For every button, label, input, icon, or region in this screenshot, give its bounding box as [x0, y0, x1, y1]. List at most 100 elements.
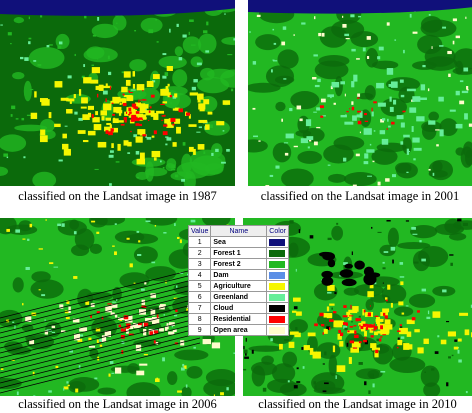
land-patch	[347, 330, 350, 333]
land-patch	[221, 161, 226, 164]
land-patch	[424, 46, 456, 67]
cell: 3	[187, 258, 212, 270]
land-patch	[138, 123, 143, 127]
land-patch	[11, 359, 15, 361]
land-patch	[386, 128, 388, 130]
land-patch	[112, 301, 117, 303]
land-patch	[132, 71, 136, 77]
land-patch	[188, 146, 194, 152]
land-patch	[324, 382, 329, 385]
land-patch	[370, 294, 391, 303]
land-patch	[196, 131, 201, 133]
land-patch	[102, 85, 112, 89]
land-patch	[364, 112, 367, 116]
cell	[266, 258, 289, 270]
land-patch	[382, 282, 384, 284]
land-patch	[146, 80, 154, 88]
land-patch	[97, 58, 99, 60]
land-patch	[128, 325, 131, 329]
land-patch	[137, 129, 146, 135]
land-patch	[376, 338, 380, 342]
land-patch	[439, 129, 444, 137]
land-patch	[457, 349, 460, 354]
land-patch	[125, 323, 131, 326]
land-patch	[142, 134, 147, 137]
land-patch	[377, 56, 381, 60]
land-patch	[128, 90, 130, 93]
land-patch	[6, 346, 32, 355]
land-patch	[145, 266, 176, 282]
land-patch	[121, 86, 128, 93]
land-patch	[416, 116, 425, 122]
land-patch	[87, 130, 96, 136]
land-patch	[351, 106, 355, 111]
land-patch	[181, 178, 185, 182]
land-patch	[119, 272, 150, 289]
land-patch	[25, 316, 32, 322]
land-patch	[53, 266, 59, 268]
land-patch	[342, 315, 348, 318]
land-patch	[296, 381, 301, 383]
land-patch	[290, 91, 320, 110]
legend-row: 1 Sea	[187, 236, 289, 248]
land-patch	[380, 325, 384, 330]
land-patch	[289, 319, 308, 334]
land-patch	[462, 222, 468, 226]
land-patch	[135, 151, 140, 155]
land-patch	[136, 158, 146, 165]
land-patch	[0, 166, 9, 176]
land-patch	[364, 337, 367, 339]
land-patch	[324, 351, 327, 356]
land-patch	[447, 331, 456, 337]
land-patch	[0, 267, 201, 319]
land-patch	[12, 72, 25, 80]
land-patch	[197, 98, 201, 103]
land-patch	[417, 347, 424, 354]
land-patch	[149, 331, 154, 336]
land-patch	[281, 118, 283, 122]
land-patch	[353, 74, 358, 82]
land-patch	[0, 24, 3, 26]
land-patch	[78, 365, 81, 369]
land-patch	[449, 254, 454, 256]
land-patch	[89, 348, 99, 359]
land-patch	[354, 260, 365, 270]
land-patch	[69, 101, 72, 104]
land-patch	[336, 222, 339, 225]
land-patch	[351, 101, 354, 105]
land-patch	[30, 112, 38, 119]
land-patch	[26, 114, 31, 116]
land-patch	[314, 16, 316, 20]
land-patch	[363, 161, 369, 165]
land-patch	[213, 394, 215, 396]
land-patch	[355, 368, 383, 380]
land-patch	[139, 363, 148, 366]
land-patch	[349, 325, 353, 328]
land-patch	[220, 69, 235, 88]
land-patch	[362, 323, 367, 327]
land-patch	[96, 231, 100, 234]
land-patch	[128, 333, 134, 336]
land-patch	[0, 309, 23, 328]
land-patch	[350, 347, 360, 353]
land-patch	[198, 119, 208, 123]
land-patch	[413, 158, 416, 161]
land-patch	[399, 79, 404, 83]
land-patch	[327, 284, 335, 291]
land-patch	[74, 53, 76, 57]
color-swatch	[269, 326, 286, 334]
land-patch	[109, 124, 112, 129]
land-patch	[0, 332, 201, 384]
land-patch	[83, 77, 92, 84]
land-patch	[95, 327, 101, 332]
land-patch	[332, 345, 336, 353]
land-patch	[48, 390, 52, 393]
land-patch	[390, 246, 396, 251]
land-patch	[373, 282, 377, 285]
caption: classified on the Landsat image in 2006	[18, 397, 217, 411]
land-patch	[327, 164, 331, 166]
land-patch	[393, 306, 414, 317]
color-swatch	[269, 249, 286, 257]
land-patch	[387, 118, 389, 122]
land-patch	[41, 294, 46, 297]
